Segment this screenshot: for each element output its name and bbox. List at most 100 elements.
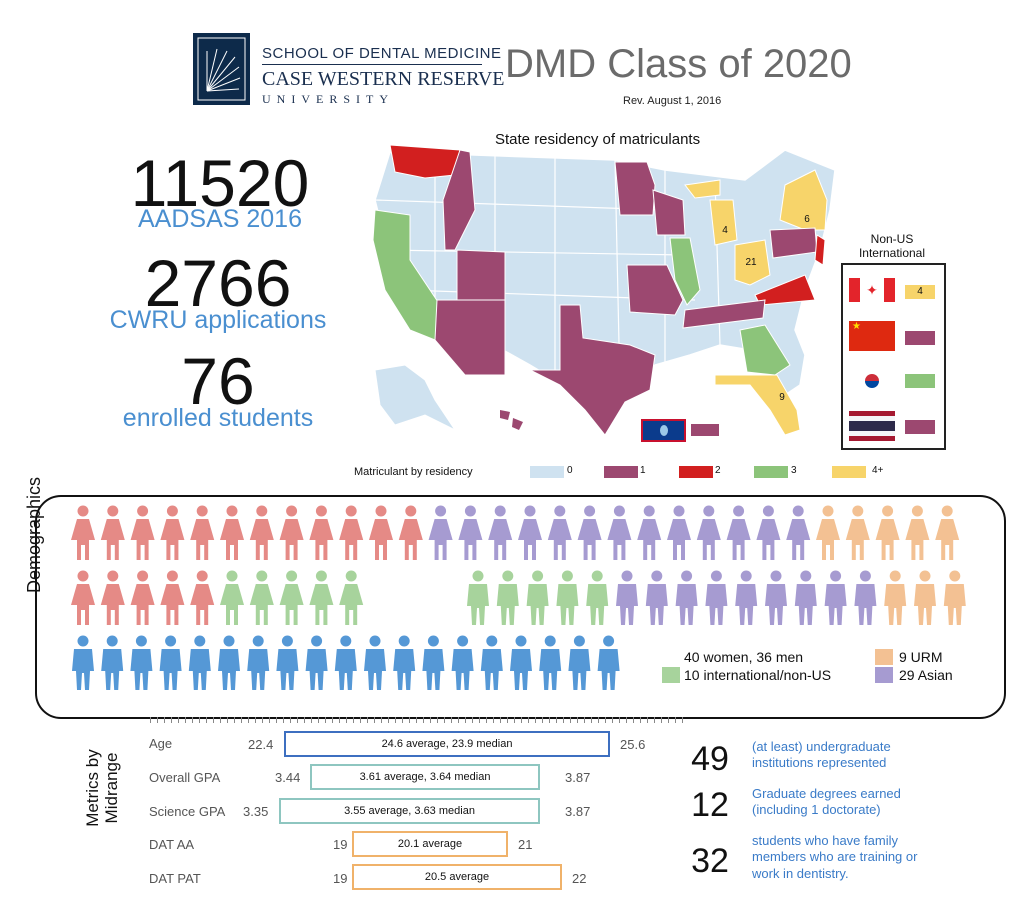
applications-number: 2766: [144, 246, 292, 320]
non-us-title-2: International: [858, 246, 926, 261]
grad-degrees-line1: Graduate degrees earned: [752, 786, 901, 801]
person-icon-37: [279, 570, 304, 625]
guam-flag-icon: [641, 419, 686, 442]
korea-swatch: [905, 374, 935, 388]
person-icon-58: [101, 635, 124, 690]
person-icon-24: [786, 505, 811, 560]
school-name: SCHOOL OF DENTAL MEDICINE: [262, 45, 502, 62]
metrics-label-1: Metrics by: [83, 749, 102, 827]
urm-count: 9 URM: [899, 649, 943, 665]
person-icon-69: [422, 635, 445, 690]
family-text: students who have family members who are…: [752, 833, 917, 882]
non-us-title-1: Non-US: [870, 232, 914, 246]
person-icon-12: [428, 505, 453, 560]
person-icon-18: [607, 505, 632, 560]
person-icon-47: [675, 570, 698, 625]
person-icon-74: [568, 635, 591, 690]
person-icon-39: [339, 570, 364, 625]
person-icon-17: [577, 505, 602, 560]
asian-count: 29 Asian: [899, 667, 953, 683]
age-bar: 24.6 average, 23.9 median: [284, 731, 610, 757]
person-icon-32: [130, 570, 155, 625]
enrolled-number: 76: [181, 344, 255, 418]
person-icon-71: [480, 635, 503, 690]
person-icon-5: [220, 505, 244, 560]
dat-aa-max: 21: [518, 837, 533, 852]
person-icon-68: [393, 635, 416, 690]
age-max: 25.6: [620, 737, 646, 752]
person-icon-70: [451, 635, 474, 690]
thailand-flag-icon: [849, 411, 895, 441]
person-icon-52: [824, 570, 847, 625]
age-label: Age: [149, 736, 173, 751]
family-line2: members who are training or: [752, 849, 918, 865]
newyork-count: 6: [804, 214, 810, 225]
person-icon-19: [637, 505, 662, 560]
dat-pat-min: 19: [333, 871, 348, 886]
person-icon-57: [72, 635, 94, 690]
asian-swatch: [875, 667, 893, 683]
person-icon-23: [756, 505, 781, 560]
person-icon-31: [100, 570, 125, 625]
dat-aa-min: 19: [333, 837, 348, 852]
dat-pat-label: DAT PAT: [149, 871, 201, 886]
person-icon-75: [597, 635, 620, 690]
person-icon-73: [539, 635, 562, 690]
international-swatch: [662, 667, 680, 683]
person-icon-56: [943, 570, 966, 625]
person-icon-3: [160, 505, 185, 560]
person-icon-0: [71, 505, 95, 560]
metrics-label-2: Midrange: [101, 752, 121, 824]
overall-gpa-label: Overall GPA: [149, 770, 221, 785]
family-line1: students who have family: [752, 833, 898, 848]
logo-divider: [262, 64, 482, 65]
person-icon-45: [616, 570, 638, 625]
person-icon-28: [905, 505, 930, 560]
metrics-ruler: [150, 717, 685, 723]
person-icon-26: [845, 505, 870, 560]
overall-gpa-bar: 3.61 average, 3.64 median: [310, 764, 540, 790]
overall-gpa-max: 3.87: [565, 770, 591, 785]
person-icon-51: [794, 570, 817, 625]
person-icon-11: [398, 505, 423, 560]
people-pictogram: [71, 505, 966, 690]
person-icon-53: [854, 570, 877, 625]
person-icon-65: [305, 635, 328, 690]
person-icon-27: [875, 505, 900, 560]
person-icon-6: [249, 505, 274, 560]
person-icon-13: [458, 505, 483, 560]
legend-text-3: 3: [791, 465, 797, 476]
map-title: State residency of matriculants: [495, 131, 701, 148]
science-gpa-label: Science GPA: [149, 804, 226, 819]
ohio-count: 21: [745, 257, 757, 268]
person-icon-16: [547, 505, 572, 560]
applications-label: CWRU applications: [109, 306, 327, 334]
person-icon-15: [518, 505, 542, 560]
person-icon-33: [160, 570, 185, 625]
person-icon-20: [667, 505, 691, 560]
age-min: 22.4: [248, 737, 274, 752]
university-subtitle: UNIVERSITY: [262, 92, 394, 106]
person-icon-55: [914, 570, 936, 625]
korea-flag-icon: [849, 366, 895, 396]
gender-count: 40 women, 36 men: [684, 649, 804, 665]
person-icon-25: [816, 505, 840, 560]
legend-label: Matriculant by residency: [354, 466, 473, 478]
legend-swatch-1: [604, 466, 638, 478]
legend-text-0: 0: [567, 465, 573, 476]
science-gpa-bar: 3.55 average, 3.63 median: [279, 798, 540, 824]
person-icon-64: [276, 635, 299, 690]
person-icon-46: [645, 570, 668, 625]
person-icon-30: [71, 570, 95, 625]
international-count: 10 international/non-US: [684, 667, 832, 683]
china-swatch: [905, 331, 935, 345]
person-icon-72: [510, 635, 532, 690]
undergrad-text: (at least) undergraduate institutions re…: [752, 739, 891, 772]
university-name: CASE WESTERN RESERVE: [262, 68, 505, 90]
michigan-count: 4: [722, 225, 728, 236]
person-icon-63: [247, 635, 270, 690]
person-icon-61: [188, 635, 211, 690]
legend-swatch-4: [832, 466, 866, 478]
family-number: 32: [691, 842, 729, 880]
family-line3: work in dentistry.: [752, 865, 849, 881]
